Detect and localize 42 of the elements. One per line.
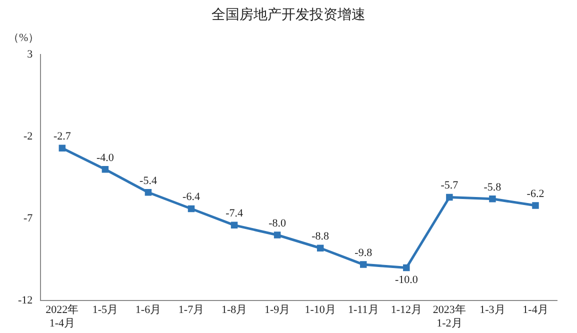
y-tick-label: -12 (18, 294, 33, 306)
point (144, 188, 152, 196)
x-tick-label: 1-11月 (348, 304, 379, 316)
x-tick-label: 2023年 1-2月 (432, 304, 466, 330)
data-label: -9.8 (354, 246, 373, 259)
data-label: -5.7 (440, 180, 459, 192)
data-label: -6.2 (526, 188, 544, 200)
point (489, 196, 496, 202)
point (188, 205, 195, 212)
data-label: -2.7 (53, 130, 72, 142)
y-tick-label: 3 (27, 48, 34, 60)
data-label: -7.4 (226, 208, 244, 220)
x-tick-label: 1-7月 (178, 304, 204, 316)
data-label: -8.0 (268, 217, 287, 230)
point (403, 264, 410, 272)
x-tick-label: 1-9月 (264, 304, 290, 316)
y-axis-title: （%） (8, 31, 40, 45)
x-tick-label: 1-5月 (92, 304, 118, 316)
point (360, 261, 367, 268)
y-tick-label: -2 (23, 130, 33, 142)
point (102, 166, 109, 173)
point (58, 144, 66, 152)
data-label: -6.4 (182, 191, 200, 204)
data-label: -10.0 (394, 274, 418, 286)
data-label: -5.4 (140, 174, 158, 187)
x-tick-label: 1-6月 (135, 304, 162, 316)
point (274, 232, 281, 238)
y-tick-label: -7 (23, 212, 34, 224)
point (230, 222, 238, 229)
x-tick-label: 1-10月 (304, 304, 336, 316)
point (316, 244, 324, 252)
x-tick-label: 1-8月 (221, 304, 248, 316)
x-tick-label: 1-4月 (522, 304, 548, 316)
data-label: -8.8 (312, 230, 330, 243)
point (532, 202, 539, 209)
data-label: -4.0 (96, 152, 114, 164)
x-tick-label: 2022年 1-4月 (46, 304, 79, 330)
x-tick-label: 1-12月 (390, 304, 422, 316)
data-label: -5.8 (484, 181, 502, 194)
chart-title: 全国房地产开发投资增速 (210, 6, 366, 24)
x-tick-label: 1-3月 (480, 304, 506, 316)
point (446, 194, 453, 201)
